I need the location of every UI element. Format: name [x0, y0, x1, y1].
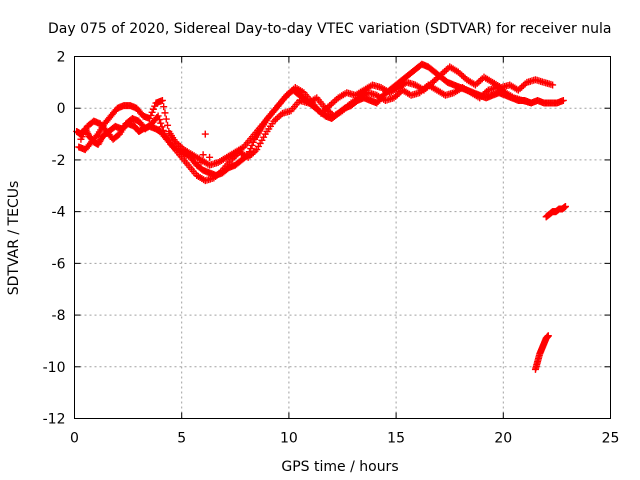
y-tick-label: -12: [43, 412, 66, 428]
data-point-interp: [148, 108, 156, 116]
data-point-interp: [162, 115, 170, 123]
data-point-interp: [249, 138, 257, 146]
data-point-interp: [147, 111, 155, 119]
series-outliers: [197, 130, 214, 167]
data-point: [561, 202, 569, 210]
data-point: [527, 99, 535, 107]
data-point-interp: [155, 116, 163, 124]
series-track-5: [542, 202, 569, 221]
y-axis-label: SDTVAR / TECUs: [6, 181, 22, 296]
y-tick-label: -4: [52, 205, 66, 221]
data-point-interp: [149, 105, 157, 113]
plot-frame: [74, 56, 611, 419]
y-tick-label: -2: [52, 153, 66, 169]
data-point: [544, 332, 552, 340]
data-point-interp: [157, 119, 165, 127]
data-point-interp: [93, 132, 101, 140]
data-point: [549, 81, 557, 89]
data-point-interp: [161, 109, 169, 117]
x-axis-label: GPS time / hours: [281, 459, 398, 475]
x-tick-label: 25: [602, 431, 620, 447]
data-points: [73, 60, 569, 373]
series-track-4: [531, 332, 552, 373]
data-point-interp: [159, 126, 167, 134]
data-point-interp: [247, 145, 255, 153]
data-point: [201, 130, 209, 138]
x-tick-label: 0: [70, 431, 79, 447]
grid: [74, 56, 611, 419]
axis-ticks: 0 5 10 15 20 25 -12 -10 -8 -6 -4 -2 0 2: [43, 50, 620, 447]
series-track-3: [77, 81, 535, 185]
y-tick-label: 0: [57, 101, 66, 117]
data-point-interp: [248, 141, 256, 149]
y-tick-label: -10: [43, 360, 66, 376]
data-point: [158, 96, 166, 104]
x-tick-label: 20: [494, 431, 512, 447]
series-track-2: [75, 63, 557, 169]
data-point: [199, 151, 207, 159]
x-tick-label: 5: [177, 431, 186, 447]
data-point: [154, 112, 162, 120]
y-tick-label: -8: [52, 308, 66, 324]
data-point: [206, 153, 214, 161]
data-point: [146, 115, 154, 123]
data-point-interp: [160, 103, 168, 111]
data-point-interp: [158, 123, 166, 131]
x-tick-label: 15: [387, 431, 405, 447]
data-point: [559, 96, 567, 104]
x-tick-label: 10: [280, 431, 298, 447]
data-point: [197, 159, 205, 167]
chart-title: Day 075 of 2020, Sidereal Day-to-day VTE…: [48, 21, 611, 37]
data-point-interp: [151, 102, 159, 110]
y-tick-label: 2: [57, 50, 66, 66]
y-tick-label: -6: [52, 256, 66, 272]
data-point-interp: [164, 121, 172, 129]
